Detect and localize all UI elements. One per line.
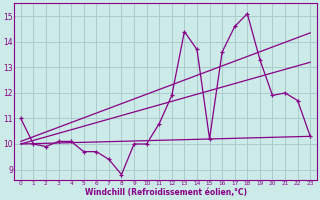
- X-axis label: Windchill (Refroidissement éolien,°C): Windchill (Refroidissement éolien,°C): [84, 188, 246, 197]
